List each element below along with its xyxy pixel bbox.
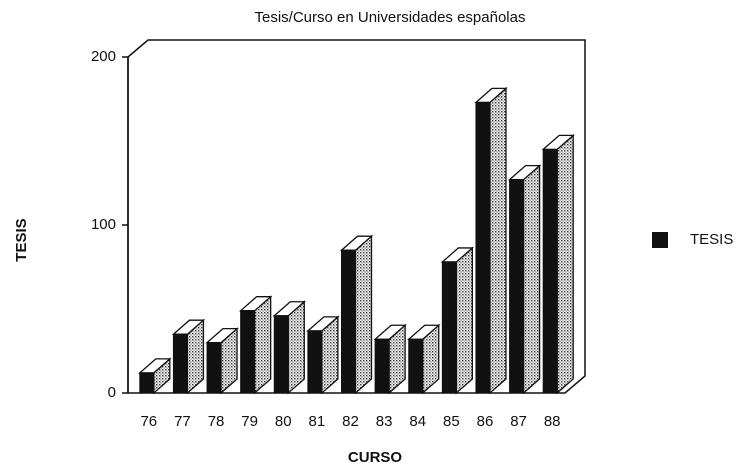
bar-front: [273, 315, 289, 394]
y-tick-label: 0: [108, 384, 116, 401]
bar-front: [542, 148, 558, 394]
bar-front: [475, 101, 491, 394]
y-tick-label: 100: [91, 216, 116, 233]
bar-side: [354, 234, 373, 395]
bar: [238, 295, 273, 395]
bar: [171, 318, 206, 395]
y-axis-label: TESIS: [13, 218, 30, 261]
bar-front: [307, 330, 323, 394]
bar-side: [287, 300, 305, 395]
bar: [205, 327, 239, 395]
bar-side: [455, 246, 473, 395]
bar: [339, 234, 374, 395]
bar-front: [441, 261, 457, 394]
x-tick-label: 76: [140, 413, 157, 430]
bar-side: [556, 133, 574, 395]
bar-side: [522, 164, 541, 395]
x-tick-label: 78: [208, 413, 225, 430]
bar: [272, 300, 306, 395]
bar-front: [139, 372, 155, 394]
bar-front: [341, 249, 356, 394]
bar: [407, 323, 441, 395]
x-tick-label: 81: [309, 413, 326, 430]
legend-label: TESIS: [690, 231, 733, 248]
bar: [373, 323, 407, 395]
x-tick-label: 82: [342, 413, 359, 430]
bar: [474, 86, 508, 395]
x-tick-label: 83: [376, 413, 393, 430]
x-tick-label: 79: [241, 413, 258, 430]
bar: [138, 357, 172, 395]
legend-swatch: [652, 232, 668, 248]
bar-front: [408, 338, 424, 394]
bar-side: [489, 86, 507, 395]
chart-title: Tesis/Curso en Universidades españolas: [255, 9, 526, 26]
x-tick-label: 77: [174, 413, 191, 430]
bar-front: [374, 338, 390, 394]
bar-front: [172, 333, 188, 394]
bar-front: [206, 342, 222, 394]
x-axis-label: CURSO: [348, 449, 403, 466]
bar: [440, 246, 475, 395]
x-tick-label: 88: [544, 413, 561, 430]
x-tick-label: 86: [477, 413, 494, 430]
x-tick-label: 84: [409, 413, 426, 430]
bar: [507, 164, 542, 395]
x-tick-label: 80: [275, 413, 292, 430]
bar-side: [254, 295, 272, 395]
bar-front: [240, 310, 256, 394]
x-tick-label: 85: [443, 413, 460, 430]
bar: [306, 315, 340, 395]
x-tick-label: 87: [510, 413, 527, 430]
y-tick-label: 200: [91, 48, 116, 65]
bar-front: [509, 179, 525, 394]
bar: [541, 133, 575, 395]
